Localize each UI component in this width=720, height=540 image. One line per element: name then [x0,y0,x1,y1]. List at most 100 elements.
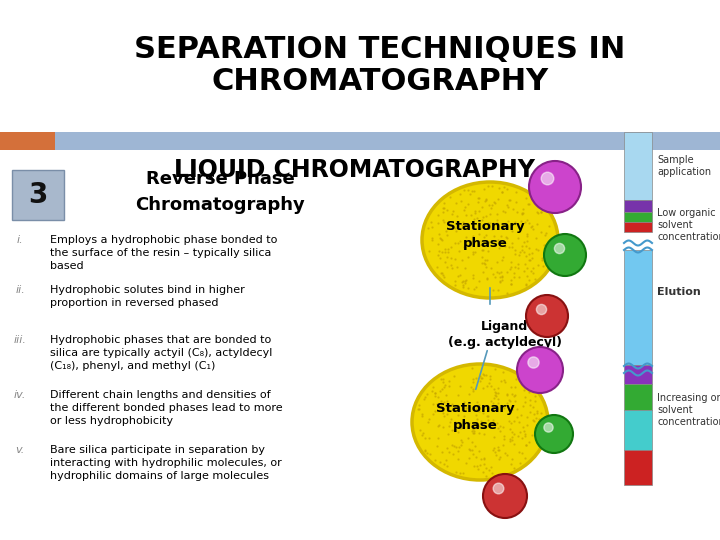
Point [485,372,496,381]
Point [491,215,503,224]
Point [516,210,528,218]
Point [488,433,500,442]
Text: Bare silica participate in separation by
interacting with hydrophilic molecules,: Bare silica participate in separation by… [50,445,282,481]
Point [487,219,499,227]
Point [502,390,513,399]
Point [492,286,504,294]
Point [451,212,462,220]
Point [510,198,521,206]
Point [524,408,536,417]
Point [499,449,510,457]
Point [494,446,505,454]
Point [510,375,521,383]
Point [513,273,524,282]
Point [516,209,527,218]
Point [449,276,461,285]
Point [491,219,503,227]
Point [483,238,495,246]
Bar [624,450,652,485]
Point [495,273,506,282]
Point [468,238,480,246]
Point [478,185,490,193]
Point [518,209,529,218]
Point [536,208,547,217]
Point [499,241,510,250]
Point [507,205,518,214]
Point [430,388,441,397]
Point [533,261,544,269]
Point [467,425,479,434]
Point [528,417,540,426]
Point [475,455,487,463]
Point [516,246,528,254]
Point [506,390,518,399]
Point [482,219,493,227]
Point [454,237,466,245]
Point [521,272,532,280]
Point [508,429,519,438]
Point [449,372,460,380]
Point [523,200,535,209]
Point [485,397,496,406]
Point [503,416,514,425]
Bar [624,410,652,450]
Point [419,393,431,401]
Point [476,216,487,225]
Point [436,235,447,244]
Point [448,426,459,434]
Point [468,186,480,195]
Point [521,215,533,224]
Point [497,272,508,281]
Point [423,224,434,232]
Point [469,207,480,215]
Point [481,404,492,413]
Point [455,440,467,449]
Text: Sample
application: Sample application [657,155,711,177]
Point [501,200,513,209]
Point [460,277,472,286]
Point [433,421,444,429]
Point [465,210,477,219]
Point [505,383,517,391]
Point [520,429,531,438]
Point [493,239,505,248]
Point [453,454,464,463]
Point [449,441,460,450]
Point [438,382,450,391]
Point [454,190,466,198]
Point [438,204,449,212]
Point [496,275,508,284]
Point [481,382,492,391]
Point [432,240,444,248]
Point [436,268,447,277]
Point [475,416,487,425]
Point [467,232,479,241]
Point [504,436,516,445]
Point [468,215,480,224]
Point [449,224,461,232]
Point [473,207,485,215]
Point [490,392,502,400]
Point [471,397,482,406]
Point [478,259,490,267]
Point [445,242,456,251]
Point [476,422,487,431]
Point [511,413,523,422]
Point [433,247,445,255]
Point [529,396,541,405]
Point [453,239,464,247]
Point [446,401,458,410]
Point [492,399,504,408]
Point [490,451,502,460]
Point [524,255,536,264]
Point [460,203,472,212]
Point [469,442,481,450]
Point [430,456,441,464]
Point [463,444,474,453]
Point [467,249,479,258]
Point [470,405,482,414]
Point [518,386,530,395]
Point [532,208,544,217]
Point [446,400,457,409]
Point [474,230,485,239]
